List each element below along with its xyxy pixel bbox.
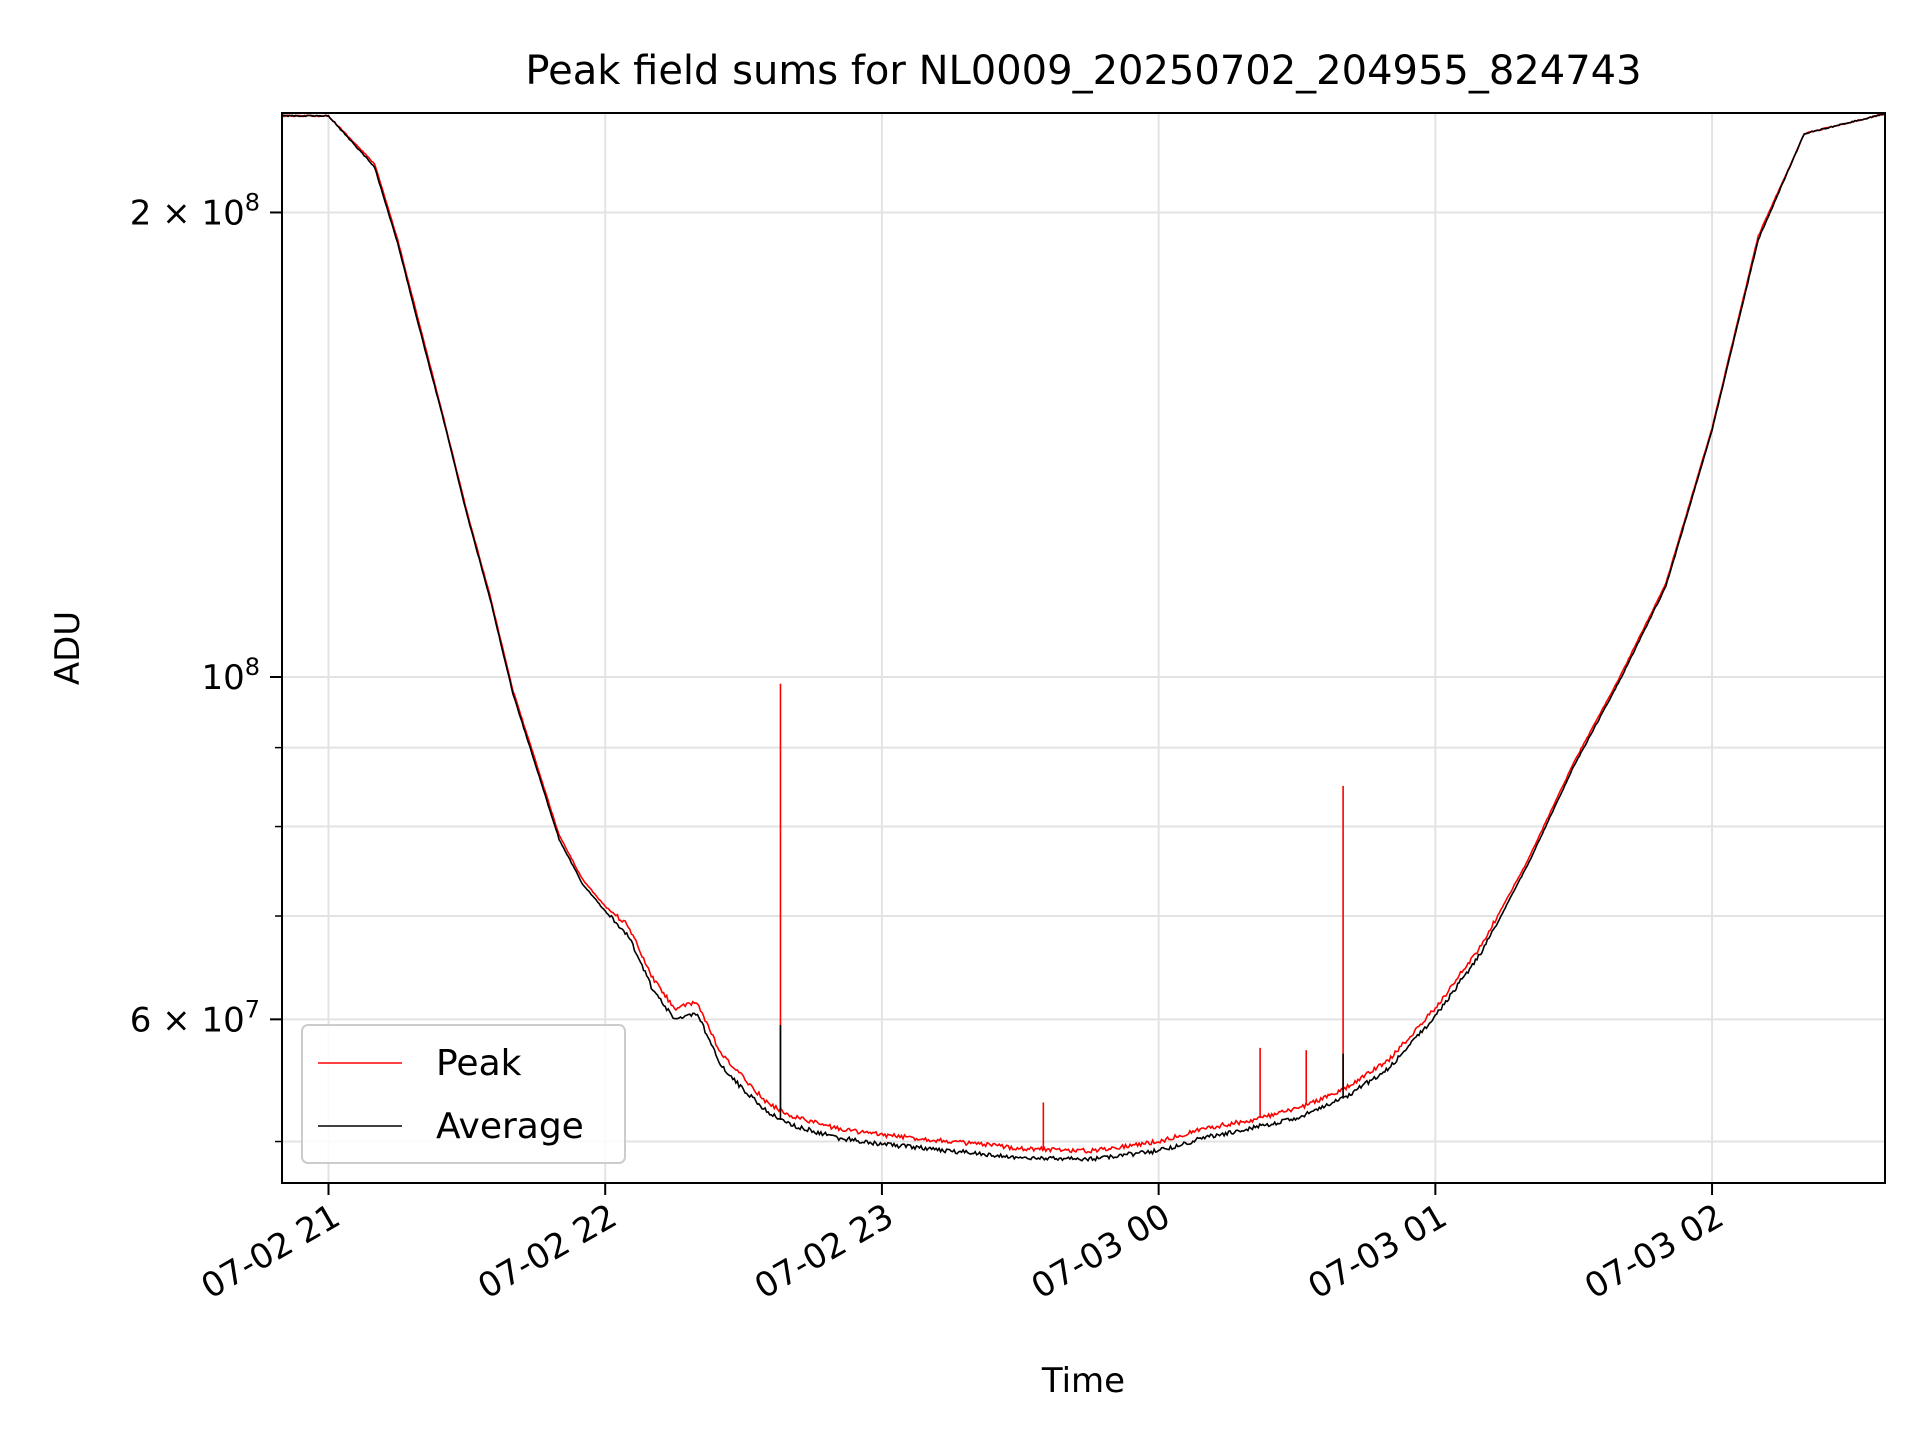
chart-title: Peak field sums for NL0009_20250702_2049…: [525, 48, 1641, 94]
x-axis-label: Time: [1041, 1361, 1125, 1401]
series-line-average: [281, 112, 1886, 1163]
y-tick-label: 2 × 108: [130, 188, 260, 233]
plot-frame: [281, 112, 1886, 1184]
x-tick-label: 07-02 22: [471, 1196, 623, 1307]
x-tick-label: 07-03 01: [1301, 1196, 1453, 1307]
x-tick-label: 07-03 02: [1578, 1196, 1730, 1307]
series-line-peak: [281, 113, 1886, 1154]
x-tick-label: 07-02 21: [195, 1196, 347, 1307]
grid: [282, 113, 1885, 1183]
plot-area: [281, 112, 1886, 1163]
legend: Peak Average: [301, 1024, 626, 1164]
legend-label-average: Average: [436, 1106, 584, 1147]
y-axis-label: ADU: [48, 611, 88, 685]
y-tick-label: 6 × 107: [130, 995, 260, 1040]
legend-label-peak: Peak: [436, 1043, 522, 1084]
legend-box: [301, 1024, 626, 1164]
y-tick-label: 108: [201, 653, 260, 698]
x-tick-label: 07-02 23: [748, 1196, 900, 1307]
x-tick-label: 07-03 00: [1025, 1196, 1177, 1307]
